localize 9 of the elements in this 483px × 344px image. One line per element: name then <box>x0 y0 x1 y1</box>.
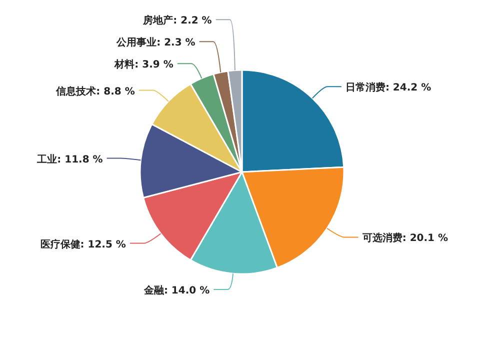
slice-label: 可选消费: 20.1 % <box>361 232 448 244</box>
slice-label: 工业: 11.8 % <box>36 153 103 166</box>
slice-label: 信息技术: 8.8 % <box>55 85 135 98</box>
slice-label: 房地产: 2.2 % <box>142 14 212 27</box>
slice-label: 医疗保健: 12.5 % <box>40 238 126 250</box>
slice-label: 金融: 14.0 % <box>142 284 210 297</box>
slice-label: 公用事业: 2.3 % <box>116 36 196 49</box>
slice-label: 日常消费: 24.2 % <box>345 82 432 94</box>
slice-label: 材料: 3.9 % <box>114 58 174 71</box>
